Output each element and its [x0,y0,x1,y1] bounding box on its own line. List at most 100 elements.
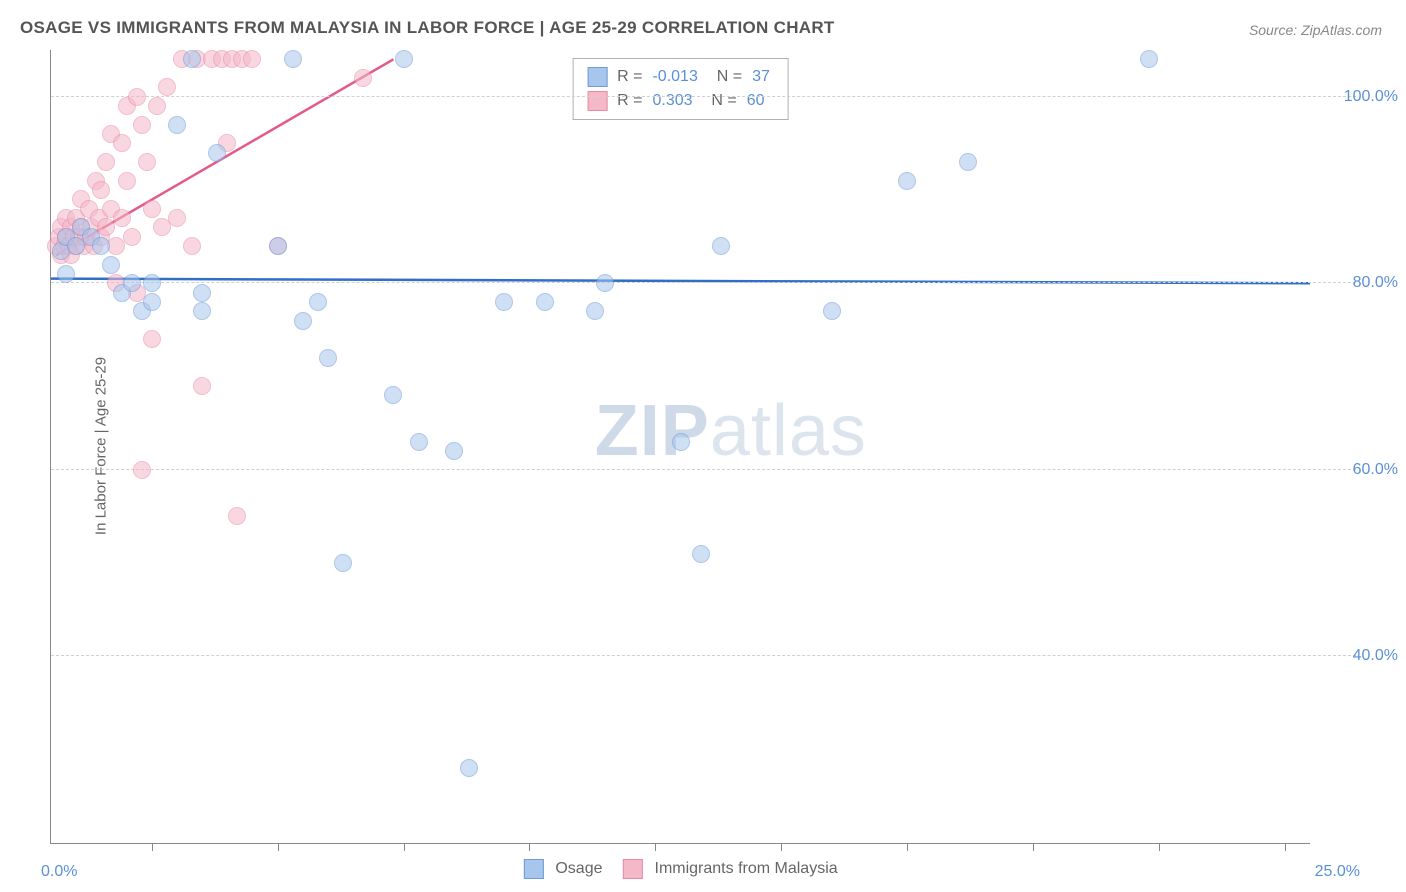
x-tick [152,843,153,851]
chart-container: OSAGE VS IMMIGRANTS FROM MALAYSIA IN LAB… [0,0,1406,892]
legend-label-osage: Osage [555,860,602,878]
scatter-point [183,50,201,68]
legend-r-label: R = [617,65,642,89]
scatter-point [92,237,110,255]
scatter-point [495,293,513,311]
x-tick [278,843,279,851]
scatter-point [133,461,151,479]
legend-swatch-malaysia-b [622,859,642,879]
x-axis-max-label: 25.0% [1315,863,1360,881]
watermark-atlas: atlas [710,391,867,471]
x-tick [655,843,656,851]
scatter-point [193,377,211,395]
scatter-point [672,433,690,451]
series-legend: Osage Immigrants from Malaysia [523,859,837,879]
scatter-point [596,274,614,292]
legend-item-osage: Osage [523,859,602,879]
scatter-point [445,442,463,460]
scatter-point [898,172,916,190]
x-tick [529,843,530,851]
scatter-point [168,116,186,134]
scatter-point [143,293,161,311]
legend-n-value-2: 60 [747,89,765,113]
legend-r-value-1: -0.013 [652,65,697,89]
scatter-point [193,284,211,302]
scatter-point [143,274,161,292]
legend-swatch-malaysia [587,91,607,111]
correlation-legend: R = -0.013 N = 37 R = 0.303 N = 60 [572,58,789,120]
legend-n-label-2: N = [703,89,737,113]
scatter-point [113,134,131,152]
scatter-point [823,302,841,320]
scatter-point [123,228,141,246]
scatter-point [228,507,246,525]
legend-row-1: R = -0.013 N = 37 [587,65,774,89]
scatter-point [128,88,146,106]
scatter-point [536,293,554,311]
x-tick [1033,843,1034,851]
scatter-point [395,50,413,68]
scatter-point [102,256,120,274]
scatter-point [284,50,302,68]
y-tick-label: 40.0% [1353,647,1398,665]
scatter-point [1140,50,1158,68]
gridline-h [51,96,1356,97]
scatter-point [133,116,151,134]
scatter-point [460,759,478,777]
x-tick [404,843,405,851]
scatter-point [692,545,710,563]
watermark-zip: ZIP [595,391,710,471]
gridline-h [51,655,1356,656]
x-axis-min-label: 0.0% [41,863,77,881]
legend-label-malaysia: Immigrants from Malaysia [654,860,837,878]
scatter-point [57,265,75,283]
scatter-point [148,97,166,115]
scatter-point [193,302,211,320]
x-tick [781,843,782,851]
scatter-point [183,237,201,255]
scatter-point [354,69,372,87]
chart-title: OSAGE VS IMMIGRANTS FROM MALAYSIA IN LAB… [20,18,835,38]
scatter-point [123,274,141,292]
y-tick-label: 60.0% [1353,461,1398,479]
legend-n-label: N = [708,65,742,89]
gridline-h [51,282,1356,283]
x-tick [1159,843,1160,851]
scatter-point [113,209,131,227]
legend-r-label-2: R = [617,89,642,113]
y-tick-label: 100.0% [1344,88,1398,106]
scatter-point [208,144,226,162]
scatter-point [712,237,730,255]
legend-swatch-osage-b [523,859,543,879]
scatter-point [138,153,156,171]
legend-r-value-2: 0.303 [652,89,692,113]
plot-area: ZIPatlas R = -0.013 N = 37 R = 0.303 N =… [50,50,1310,844]
scatter-point [384,386,402,404]
scatter-point [309,293,327,311]
scatter-point [158,78,176,96]
scatter-point [269,237,287,255]
watermark: ZIPatlas [595,390,867,472]
source-attribution: Source: ZipAtlas.com [1249,22,1382,38]
scatter-point [334,554,352,572]
scatter-point [97,153,115,171]
legend-swatch-osage [587,67,607,87]
scatter-point [143,330,161,348]
x-tick [907,843,908,851]
scatter-point [959,153,977,171]
scatter-point [143,200,161,218]
legend-item-malaysia: Immigrants from Malaysia [622,859,837,879]
scatter-point [294,312,312,330]
scatter-point [586,302,604,320]
scatter-point [319,349,337,367]
y-tick-label: 80.0% [1353,274,1398,292]
legend-n-value-1: 37 [752,65,770,89]
scatter-point [168,209,186,227]
x-tick [1285,843,1286,851]
scatter-point [243,50,261,68]
legend-row-2: R = 0.303 N = 60 [587,89,774,113]
scatter-point [410,433,428,451]
gridline-h [51,469,1356,470]
scatter-point [118,172,136,190]
scatter-point [92,181,110,199]
